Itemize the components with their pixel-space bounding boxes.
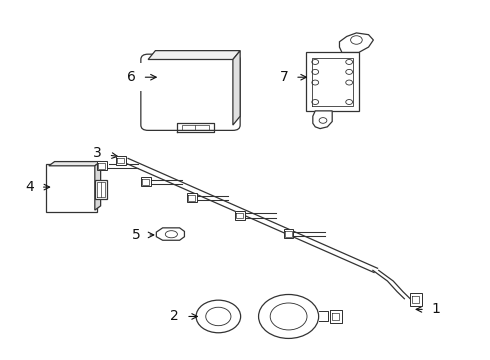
Polygon shape: [116, 156, 126, 165]
Polygon shape: [340, 33, 373, 53]
Polygon shape: [410, 293, 422, 306]
Text: 4: 4: [25, 180, 49, 194]
Polygon shape: [284, 229, 294, 238]
Polygon shape: [235, 211, 245, 220]
Text: 6: 6: [127, 70, 156, 84]
Polygon shape: [148, 51, 240, 59]
Polygon shape: [313, 111, 332, 129]
Polygon shape: [187, 193, 196, 202]
Text: 5: 5: [132, 228, 154, 242]
Polygon shape: [95, 162, 100, 210]
Text: 1: 1: [416, 302, 441, 316]
FancyBboxPatch shape: [47, 164, 97, 212]
Polygon shape: [233, 51, 240, 125]
Polygon shape: [95, 180, 107, 199]
Text: 7: 7: [279, 70, 306, 84]
Polygon shape: [156, 228, 184, 240]
Polygon shape: [141, 177, 150, 186]
Text: 3: 3: [93, 147, 118, 161]
FancyBboxPatch shape: [141, 54, 240, 130]
Polygon shape: [306, 53, 359, 111]
Polygon shape: [97, 161, 107, 170]
Text: 2: 2: [171, 310, 197, 324]
Polygon shape: [49, 162, 100, 166]
